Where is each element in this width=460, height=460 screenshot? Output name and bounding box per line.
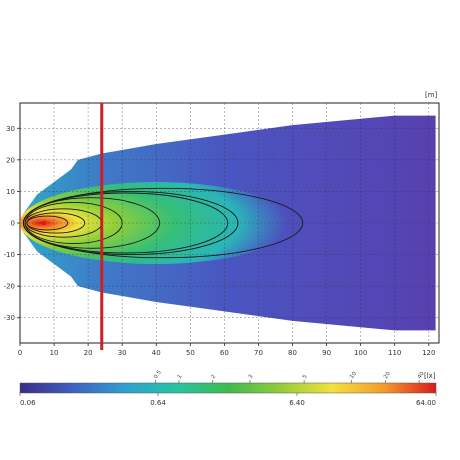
x-tick-label: 90 bbox=[322, 349, 331, 357]
x-tick-label: 10 bbox=[50, 349, 59, 357]
colorbar-tick-labels: 0.06 0.64 6.40 64.00 bbox=[19, 393, 437, 407]
colorbar-isolux-label: 1 bbox=[177, 374, 184, 380]
x-tick-label: 50 bbox=[186, 349, 195, 357]
y-tick-label: -10 bbox=[4, 251, 15, 259]
isolux-contours bbox=[22, 187, 304, 259]
x-tick-label: 70 bbox=[254, 349, 263, 357]
colorbar-isolux-label: 10 bbox=[349, 371, 358, 381]
x-tick-label: 80 bbox=[288, 349, 297, 357]
x-tick-label: 40 bbox=[152, 349, 161, 357]
colorbar-isolux-label: 5 bbox=[302, 373, 309, 380]
x-tick-label: 110 bbox=[388, 349, 401, 357]
colorbar-tick-label: 0.64 bbox=[150, 399, 166, 407]
heatmap-area bbox=[20, 103, 439, 343]
hotspot-marker bbox=[41, 220, 47, 226]
x-axis-unit: [m] bbox=[425, 91, 438, 99]
colorbar-isolux-label: 2 bbox=[211, 374, 218, 380]
y-tick-label: -20 bbox=[4, 283, 15, 291]
isolux-line bbox=[22, 187, 304, 259]
colorbar-unit: [lx] bbox=[424, 372, 436, 380]
y-tick-label: 10 bbox=[6, 188, 15, 196]
colorbar-isolux-labels: 0.5 1 2 3 5 10 20 40 bbox=[153, 369, 426, 383]
y-tick-label: -30 bbox=[4, 314, 15, 322]
x-tick-label: 20 bbox=[84, 349, 93, 357]
colorbar-isolux-label: 3 bbox=[248, 373, 255, 380]
y-tick-label: 0 bbox=[11, 220, 15, 228]
colorbar-isolux-label: 20 bbox=[383, 371, 392, 381]
x-axis: 0 10 20 30 40 50 60 70 80 90 100 110 120 bbox=[18, 343, 435, 357]
x-tick-label: 60 bbox=[220, 349, 229, 357]
colorbar-tick-label: 0.06 bbox=[20, 399, 36, 407]
colorbar-tick-label: 6.40 bbox=[289, 399, 305, 407]
y-tick-label: 30 bbox=[6, 125, 15, 133]
y-tick-label: 20 bbox=[6, 156, 15, 164]
x-tick-label: 0 bbox=[18, 349, 22, 357]
colorbar-isolux-label: 40 bbox=[417, 371, 426, 381]
colorbar-tick-label: 64.00 bbox=[416, 399, 436, 407]
colorbar-bar bbox=[19, 382, 437, 394]
colorbar-isolux-label: 0.5 bbox=[153, 369, 163, 380]
x-tick-label: 30 bbox=[118, 349, 127, 357]
x-tick-label: 100 bbox=[354, 349, 367, 357]
x-tick-label: 120 bbox=[422, 349, 435, 357]
grid-lines bbox=[20, 103, 439, 343]
colorbar: 0.5 1 2 3 5 10 20 40 0.06 0.64 6.40 64.00 [lx] bbox=[19, 369, 437, 407]
y-axis: 30 20 10 0 -10 -20 -30 bbox=[4, 125, 20, 322]
